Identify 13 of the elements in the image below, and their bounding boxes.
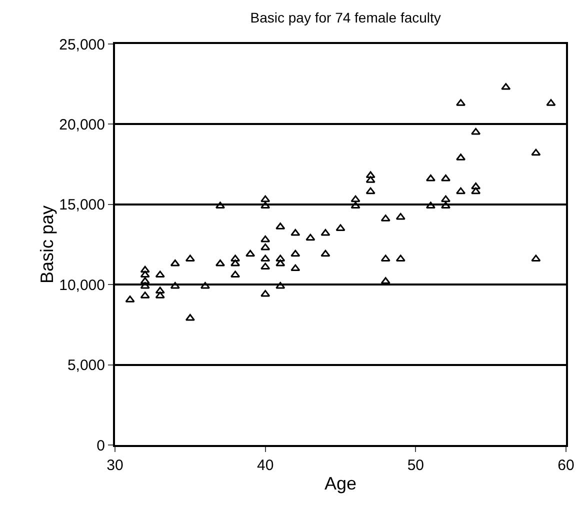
x-tick-label: 60	[558, 457, 574, 474]
x-tick-label: 50	[407, 457, 424, 474]
y-tick-label: 5,000	[67, 357, 105, 374]
y-tick-label: 15,000	[59, 196, 105, 214]
y-tick-label: 10,000	[59, 276, 105, 294]
y-tick-label: 0	[96, 437, 105, 454]
x-axis-title: Age	[324, 474, 357, 494]
x-tick-label: 30	[106, 457, 124, 474]
y-tick-label: 25,000	[59, 36, 105, 54]
chart-title: Basic pay for 74 female faculty	[250, 9, 441, 26]
y-axis-title: Basic pay	[37, 205, 58, 284]
y-tick-label: 20,000	[59, 116, 105, 134]
x-tick-label: 40	[256, 457, 274, 474]
